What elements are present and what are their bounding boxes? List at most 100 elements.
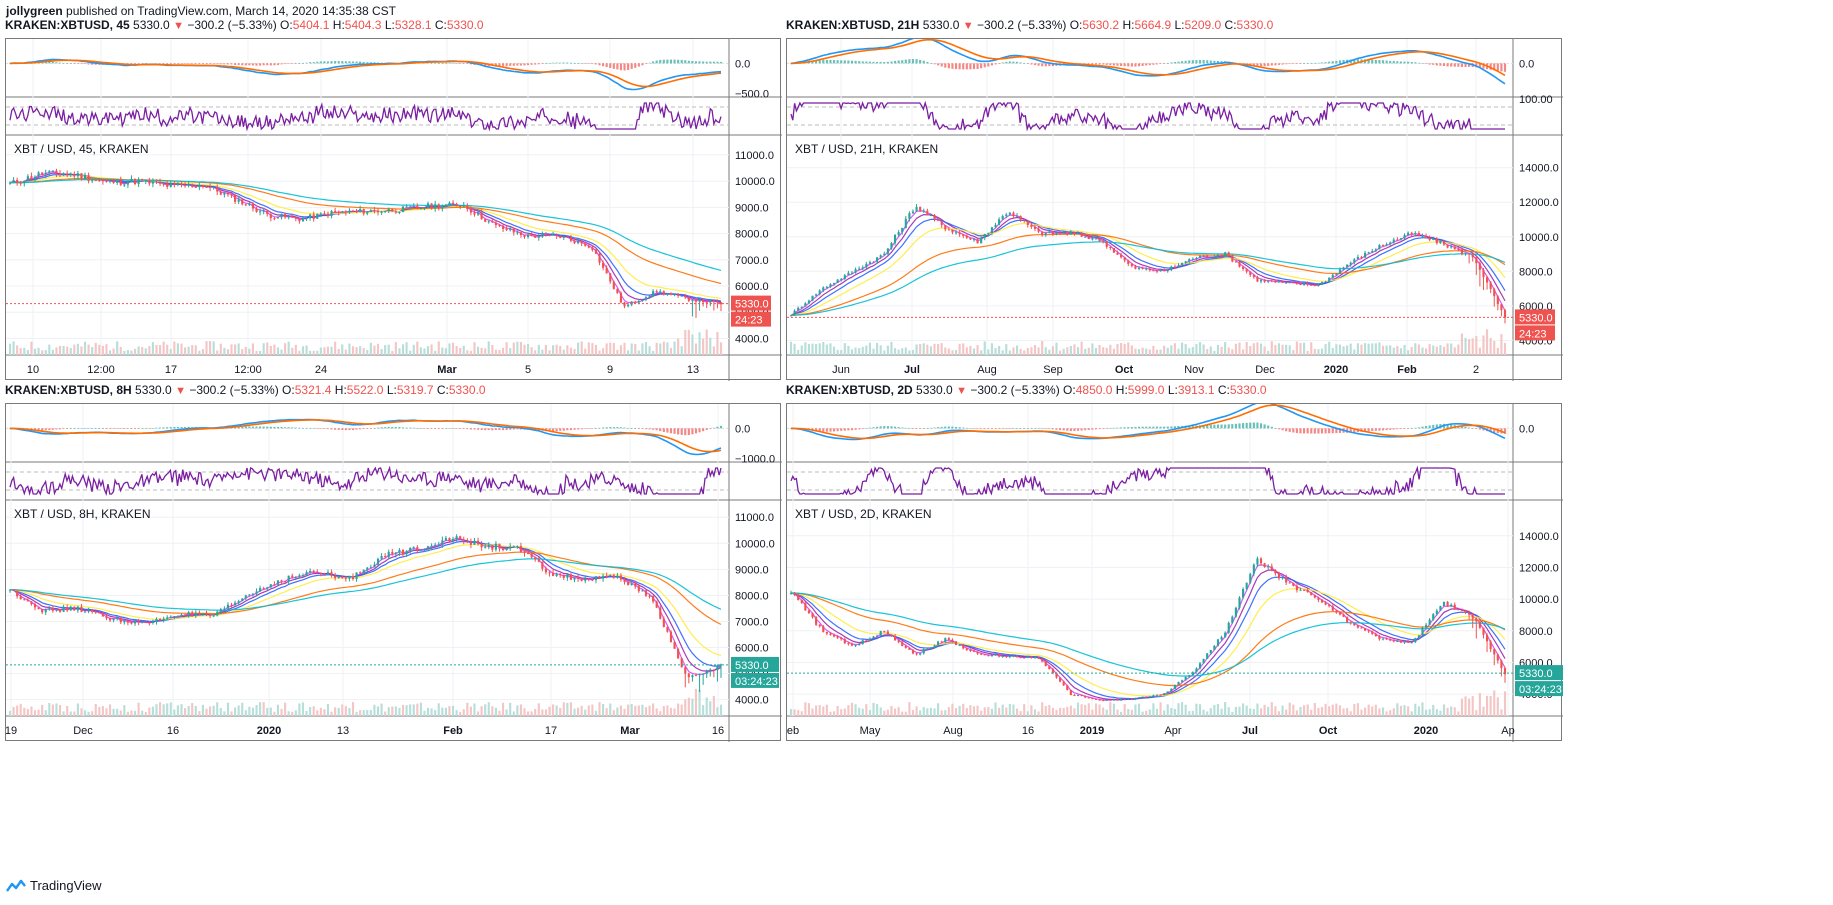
volume-bar	[619, 705, 623, 716]
candle-body	[843, 639, 846, 644]
volume-bar	[1091, 709, 1094, 716]
chart-panel-bl[interactable]: 11000.010000.09000.08000.07000.06000.050…	[5, 403, 782, 742]
volume-bar	[1263, 346, 1266, 355]
volume-bar	[1385, 345, 1388, 355]
candle-body	[684, 667, 687, 674]
macd-histogram-bar	[1059, 428, 1062, 431]
candle-body	[55, 609, 58, 611]
candle-body	[130, 179, 133, 183]
macd-histogram-bar	[1069, 428, 1072, 432]
candle-body	[1306, 590, 1309, 593]
macd-histogram-bar	[112, 428, 115, 429]
macd-histogram-bar	[355, 428, 358, 430]
candle-body	[330, 210, 333, 217]
price-tick-label: 9000.0	[735, 202, 769, 214]
macd-histogram-bar	[886, 426, 889, 429]
candle-body	[184, 185, 187, 187]
tradingview-footer[interactable]: TradingView	[6, 878, 102, 893]
volume-bar	[1450, 343, 1453, 355]
candle-body	[793, 310, 796, 316]
macd-histogram-bar	[1252, 422, 1255, 429]
volume-bar	[641, 704, 644, 716]
candle-body	[915, 653, 918, 655]
volume-bar	[1450, 706, 1453, 716]
symbol-legend[interactable]: KRAKEN:XBTUSD, 45 5330.0 ▼ −300.2 (−5.33…	[5, 18, 484, 32]
candle-body	[87, 609, 90, 612]
volume-bar	[623, 342, 626, 355]
volume-bar	[793, 709, 796, 716]
volume-bar	[904, 347, 907, 355]
macd-histogram-bar	[137, 428, 140, 429]
candle-body	[112, 618, 115, 621]
candle-body	[176, 616, 179, 618]
symbol-interval[interactable]: KRAKEN:XBTUSD, 21H	[786, 18, 920, 32]
symbol-legend[interactable]: KRAKEN:XBTUSD, 2D 5330.0 ▼ −300.2 (−5.33…	[786, 383, 1267, 397]
chart-panel-tl[interactable]: 11000.010000.09000.08000.07000.06000.050…	[5, 38, 782, 381]
macd-histogram-bar	[255, 63, 258, 66]
candle-body	[26, 176, 29, 181]
macd-histogram-bar	[1220, 424, 1223, 429]
symbol-interval[interactable]: KRAKEN:XBTUSD, 2D	[786, 383, 913, 397]
macd-histogram-bar	[133, 63, 137, 64]
volume-bar	[158, 344, 162, 355]
low-value: 5319.7	[396, 383, 434, 397]
low-value: 3913.1	[1177, 383, 1215, 397]
symbol-interval[interactable]: KRAKEN:XBTUSD, 8H	[5, 383, 132, 397]
candle-body	[69, 606, 72, 611]
candle-body	[1475, 618, 1478, 622]
macd-histogram-bar	[151, 63, 154, 64]
candle-body	[319, 213, 322, 215]
volume-bar	[162, 704, 165, 716]
volume-bar	[691, 698, 694, 716]
volume-bar	[886, 345, 889, 355]
volume-bar	[273, 344, 276, 355]
macd-histogram-bar	[1084, 428, 1087, 431]
candle-body	[162, 183, 165, 185]
volume-bar	[890, 341, 893, 355]
candle-body	[334, 210, 337, 212]
candle-body	[897, 232, 900, 236]
macd-histogram-bar	[825, 59, 828, 64]
volume-bar	[1069, 345, 1072, 355]
volume-bar	[209, 706, 212, 716]
volume-bar	[1048, 705, 1051, 716]
volume-bar	[1120, 711, 1123, 716]
volume-bar	[176, 343, 179, 355]
volume-bar	[141, 347, 144, 355]
candle-body	[1019, 657, 1022, 659]
macd-histogram-bar	[832, 60, 836, 64]
candle-body	[316, 571, 319, 573]
chart-panel-br[interactable]: 14000.012000.010000.08000.06000.04000.0e…	[786, 403, 1563, 742]
macd-histogram-bar	[847, 60, 850, 64]
volume-bar	[1177, 348, 1180, 355]
candle-body	[16, 590, 19, 597]
volume-bar	[1403, 705, 1406, 716]
macd-histogram-bar	[144, 63, 147, 64]
macd-histogram-bar	[861, 61, 864, 64]
macd-histogram-bar	[1015, 428, 1019, 429]
candle-body	[1181, 263, 1184, 266]
candle-body	[423, 207, 426, 209]
macd-histogram-bar	[434, 428, 437, 429]
volume-bar	[1285, 709, 1288, 716]
volume-bar	[815, 705, 818, 716]
volume-bar	[1066, 706, 1069, 716]
candle-body	[1331, 606, 1334, 611]
symbol-interval[interactable]: KRAKEN:XBTUSD, 45	[5, 18, 130, 32]
macd-histogram-bar	[1155, 426, 1159, 429]
volume-bar	[1102, 347, 1105, 355]
author-name[interactable]: jollygreen	[6, 4, 63, 18]
candle-body	[1127, 260, 1130, 265]
symbol-legend[interactable]: KRAKEN:XBTUSD, 8H 5330.0 ▼ −300.2 (−5.33…	[5, 383, 486, 397]
chart-panel-tr[interactable]: 14000.0 12000.0 10000.0 8000.0 6000.0 4000.0 J…	[786, 38, 1563, 381]
candle-body	[886, 631, 889, 636]
candle-body	[169, 616, 172, 618]
price-tick-label: 12000.0	[1519, 562, 1559, 574]
volume-bar	[1073, 344, 1076, 355]
macd-histogram-bar	[1489, 63, 1492, 70]
volume-bar	[373, 345, 376, 355]
symbol-legend[interactable]: KRAKEN:XBTUSD, 21H 5330.0 ▼ −300.2 (−5.3…	[786, 18, 1274, 32]
candle-body	[101, 613, 104, 617]
candle-body	[926, 648, 929, 650]
time-tick-label: 10	[27, 364, 39, 376]
